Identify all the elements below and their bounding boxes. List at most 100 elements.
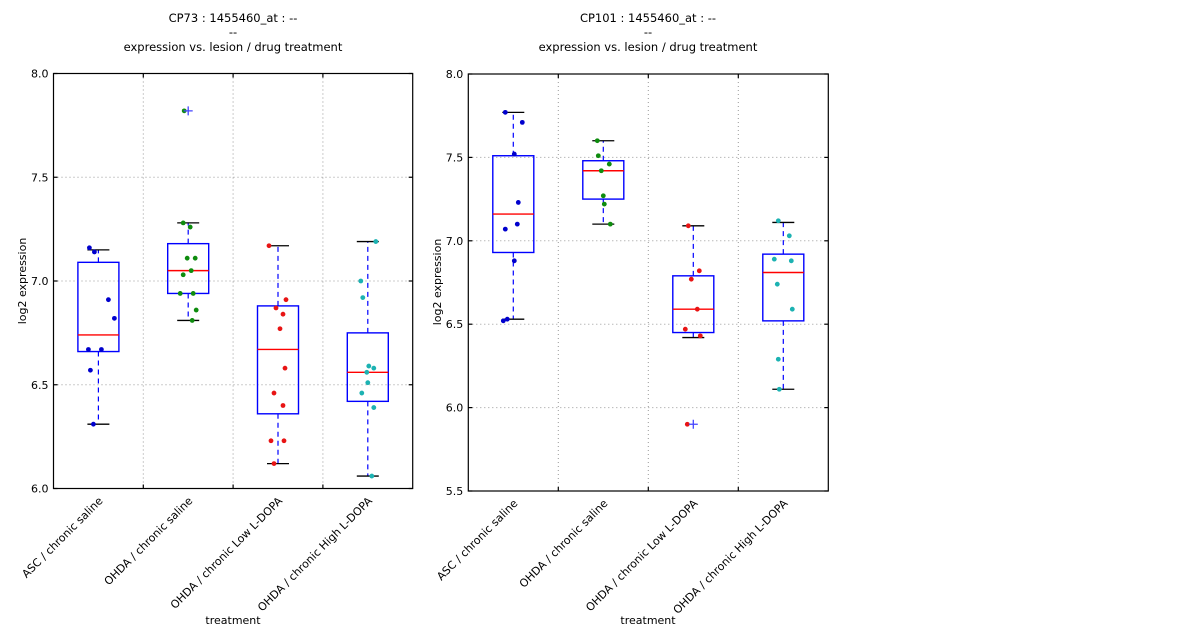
data-point (775, 356, 781, 362)
data-point (358, 278, 364, 284)
data-point (193, 307, 199, 313)
data-point (112, 315, 117, 321)
data-point (268, 438, 274, 444)
data-point (371, 405, 377, 410)
box-rect (77, 261, 120, 353)
data-point (99, 347, 104, 352)
data-point (696, 268, 702, 274)
data-point (280, 311, 286, 317)
x-category-label: OHDA / chronic saline (102, 494, 196, 588)
data-point (514, 221, 520, 227)
box-group (166, 106, 210, 323)
data-point (607, 221, 613, 227)
plot-area-right: 5.5 6.0 6.5 7.0 7.5 8.0 ASC / chronic salineOH… (434, 68, 829, 617)
data-point (280, 403, 286, 408)
plot-frame (467, 73, 829, 492)
x-axis-label: treatment (620, 614, 676, 627)
data-point (774, 281, 780, 287)
data-point (594, 138, 600, 144)
data-point (273, 305, 279, 311)
data-point (688, 276, 694, 282)
x-category-label: OHDA / chronic saline (517, 497, 611, 591)
x-axis-label: treatment (205, 614, 261, 627)
data-point (91, 421, 96, 427)
data-point (92, 249, 97, 255)
data-point (190, 291, 196, 296)
box-rect (166, 242, 210, 295)
data-point (192, 255, 198, 261)
data-point (600, 193, 606, 199)
x-category-label: ASC / chronic saline (19, 494, 105, 580)
data-point (694, 306, 700, 312)
chart-title: CP101 : 1455460_at : -- (580, 11, 716, 25)
y-tick-label: 7.0 (446, 235, 464, 248)
data-point (511, 258, 517, 264)
y-axis-label: log2 expression (431, 239, 444, 326)
y-tick-label: 6.0 (31, 483, 49, 496)
data-point (277, 326, 283, 332)
data-point (684, 421, 690, 427)
chart-title: CP73 : 1455460_at : -- (169, 11, 298, 25)
data-point (788, 258, 794, 264)
data-point (771, 256, 777, 262)
data-point (266, 243, 272, 249)
flier-cross (688, 419, 698, 429)
data-point (282, 365, 288, 371)
data-point (511, 151, 517, 157)
data-point (500, 318, 506, 324)
box-group (582, 138, 625, 227)
box-group (762, 218, 805, 392)
box-rect (762, 253, 805, 322)
data-point (184, 255, 190, 261)
data-point (88, 367, 93, 373)
y-tick-label: 6.0 (446, 402, 464, 415)
data-point (271, 390, 277, 396)
chart-subtitle-dash: -- (229, 25, 237, 39)
data-point (106, 297, 111, 303)
data-point (697, 333, 703, 339)
data-point (364, 369, 370, 375)
box-group (346, 239, 389, 479)
chart-subtitle: expression vs. lesion / drug treatment (539, 40, 758, 54)
data-point (776, 386, 782, 392)
left-chart-svg: CP73 : 1455460_at : -- -- expression vs.… (16, 11, 414, 627)
data-point (502, 226, 508, 232)
box-rect (582, 160, 625, 200)
data-point (180, 272, 186, 278)
data-point (271, 461, 277, 466)
box-rect (672, 275, 715, 334)
data-point (188, 268, 194, 274)
box-rect (256, 305, 300, 415)
data-point (502, 109, 508, 115)
data-point (359, 390, 365, 396)
data-point (515, 200, 521, 205)
data-point (685, 223, 691, 229)
data-point (371, 365, 377, 371)
y-tick-label: 7.5 (31, 171, 49, 184)
data-point (365, 380, 371, 386)
data-point (519, 119, 525, 125)
box-group (672, 223, 715, 429)
plot-area-left: 6.0 6.5 7.0 7.5 8.0 ASC / chronic salineOHDA … (19, 68, 414, 614)
y-tick-label: 5.5 (446, 485, 464, 498)
box-group (492, 109, 535, 324)
data-point (281, 438, 287, 444)
y-axis-label: log2 expression (16, 238, 29, 325)
box-rect (492, 155, 535, 254)
data-point (360, 295, 366, 300)
data-point (786, 233, 792, 239)
data-point (180, 220, 186, 226)
chart-subtitle: expression vs. lesion / drug treatment (124, 40, 343, 54)
y-tick-label: 6.5 (446, 318, 464, 331)
data-point (504, 316, 510, 322)
data-point (595, 153, 601, 159)
data-point (373, 239, 379, 244)
y-tick-label: 8.0 (446, 68, 464, 81)
data-point (369, 473, 375, 479)
flier-cross (183, 106, 193, 116)
data-point (87, 245, 92, 251)
data-point (789, 306, 795, 312)
y-tick-label: 8.0 (31, 68, 49, 81)
data-point (598, 168, 604, 174)
